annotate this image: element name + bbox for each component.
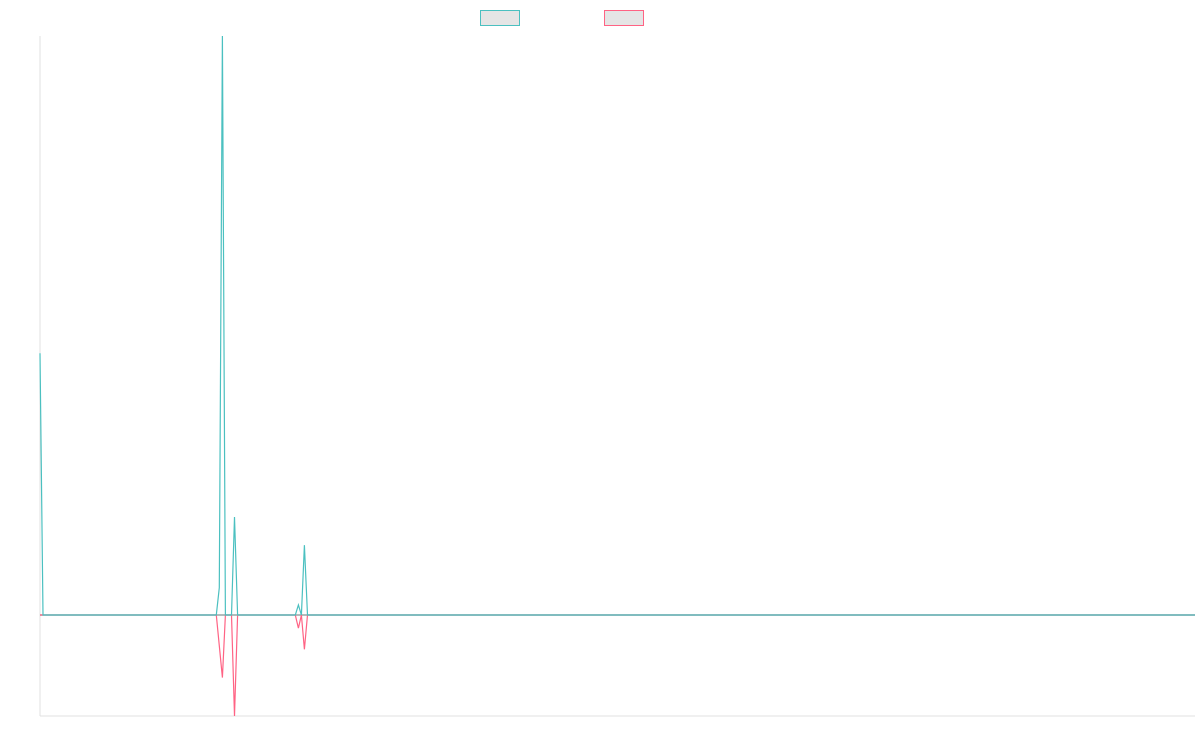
legend-item-series-1[interactable] <box>480 10 520 26</box>
series-1-line <box>39 35 1195 616</box>
legend-item-series-2[interactable] <box>604 10 644 26</box>
series-2-line <box>40 614 1195 717</box>
